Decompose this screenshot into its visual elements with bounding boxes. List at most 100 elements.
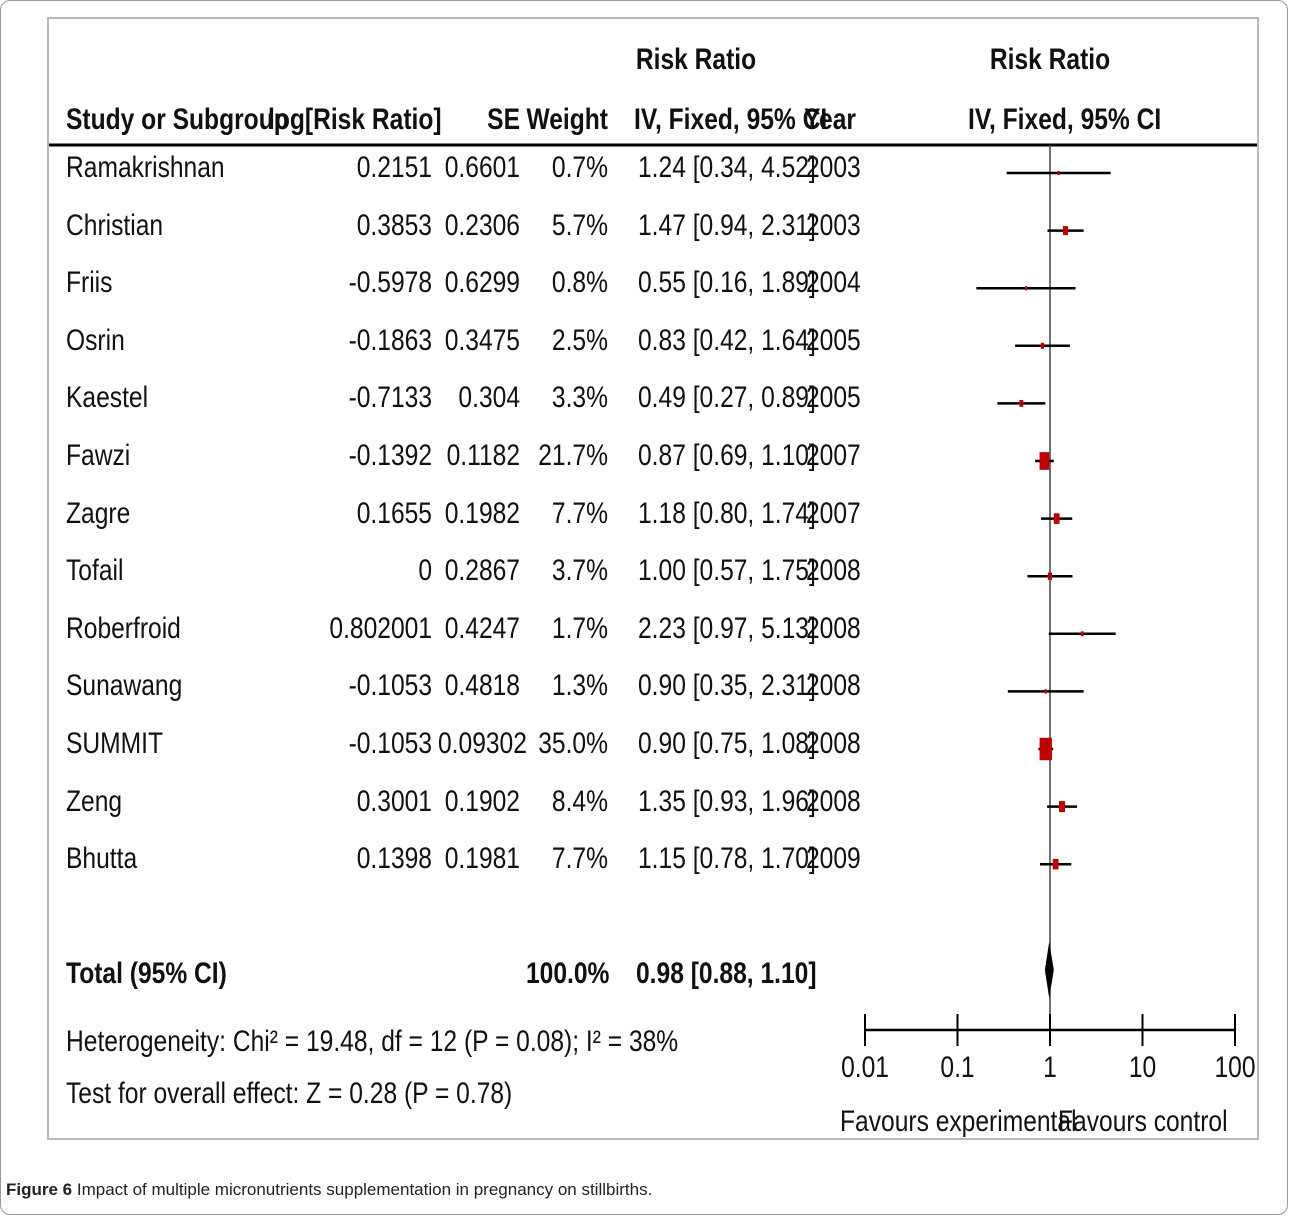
row-weight: 35.0% — [538, 727, 608, 760]
row-ci: 0.55 [0.16, 1.89] — [638, 266, 816, 300]
study-marker — [1047, 572, 1053, 580]
row-ci: 0.83 [0.42, 1.64] — [638, 323, 816, 357]
row-weight: 0.8% — [551, 266, 608, 300]
row-ci: 0.49 [0.27, 0.89] — [638, 381, 816, 415]
row-log-rr: 0.2151 — [356, 151, 432, 184]
study-marker — [1059, 801, 1066, 813]
favours-control-label: Favours control — [1058, 1105, 1228, 1138]
total-weight: 100.0% — [526, 957, 610, 990]
row-year: 2008 — [806, 669, 861, 703]
row-year: 2005 — [806, 381, 861, 415]
row-log-rr: 0.1398 — [356, 842, 432, 876]
row-weight: 5.7% — [551, 208, 608, 242]
row-study: Zeng — [66, 784, 123, 818]
row-study: Osrin — [66, 323, 125, 357]
row-se: 0.6601 — [444, 151, 520, 184]
row-log-rr: 0 — [418, 554, 432, 588]
x-tick-label: 1 — [1043, 1050, 1057, 1084]
row-ci: 1.15 [0.78, 1.70] — [638, 842, 816, 876]
row-year: 2007 — [806, 496, 861, 530]
row-study: Friis — [66, 266, 113, 300]
row-weight: 21.7% — [538, 439, 608, 472]
row-weight: 3.7% — [551, 554, 608, 588]
study-marker — [1040, 342, 1045, 349]
row-log-rr: -0.1053 — [348, 727, 432, 760]
study-marker — [1019, 399, 1024, 407]
study-marker — [1024, 286, 1028, 291]
row-se: 0.4247 — [444, 611, 520, 645]
row-study: Sunawang — [66, 669, 183, 703]
header-weight: Weight — [526, 103, 608, 136]
header-log-rr: log[Risk Ratio] — [268, 103, 442, 136]
heterogeneity-text: Heterogeneity: Chi² = 19.48, df = 12 (P … — [66, 1025, 679, 1058]
row-ci: 0.87 [0.69, 1.10] — [638, 439, 816, 472]
row-log-rr: 0.802001 — [329, 611, 432, 645]
row-weight: 1.3% — [551, 669, 608, 703]
caption-text: Impact of multiple micronutrients supple… — [76, 1180, 653, 1199]
row-year: 2008 — [806, 554, 861, 588]
study-marker — [1052, 858, 1059, 870]
study-marker — [1044, 689, 1047, 694]
row-study: Roberfroid — [66, 611, 181, 645]
row-weight: 3.3% — [551, 381, 608, 415]
study-marker — [1062, 226, 1068, 236]
row-ci: 1.35 [0.93, 1.96] — [638, 784, 816, 818]
row-weight: 0.7% — [551, 151, 608, 184]
row-log-rr: 0.3001 — [356, 784, 432, 818]
row-log-rr: -0.1392 — [348, 439, 432, 472]
row-study: Christian — [66, 208, 164, 242]
row-study: SUMMIT — [66, 727, 164, 760]
row-se: 0.1982 — [444, 496, 520, 530]
caption-label: Figure 6 — [6, 1180, 73, 1199]
row-year: 2007 — [806, 439, 861, 472]
row-weight: 7.7% — [551, 842, 608, 876]
row-year: 2008 — [806, 611, 861, 645]
row-se: 0.3475 — [444, 323, 520, 357]
row-year: 2008 — [806, 784, 861, 818]
row-ci: 1.18 [0.80, 1.74] — [638, 496, 816, 530]
row-se: 0.2867 — [444, 554, 520, 588]
row-log-rr: 0.1655 — [356, 496, 432, 530]
row-weight: 2.5% — [551, 323, 608, 357]
row-year: 2003 — [806, 208, 861, 242]
favours-experimental-label: Favours experimental — [840, 1105, 1077, 1138]
header-risk-ratio-right: Risk Ratio — [989, 43, 1111, 76]
row-ci: 0.90 [0.75, 1.08] — [638, 727, 816, 760]
row-ci: 0.90 [0.35, 2.31] — [638, 669, 816, 703]
row-study: Zagre — [66, 496, 131, 530]
study-marker — [1039, 452, 1050, 470]
row-study: Ramakrishnan — [66, 151, 225, 184]
row-log-rr: -0.1053 — [348, 669, 432, 703]
row-study: Tofail — [66, 554, 124, 588]
row-ci: 1.47 [0.94, 2.31] — [638, 208, 816, 242]
study-marker — [1080, 631, 1084, 637]
total-diamond — [1044, 942, 1054, 998]
row-log-rr: -0.7133 — [348, 381, 432, 415]
row-se: 0.1981 — [444, 842, 520, 876]
x-tick-label: 0.1 — [940, 1050, 974, 1084]
row-ci: 2.23 [0.97, 5.13] — [638, 611, 816, 645]
row-se: 0.4818 — [444, 669, 520, 703]
row-weight: 8.4% — [551, 784, 608, 818]
header-risk-ratio-left: Risk Ratio — [635, 43, 757, 76]
study-marker — [1053, 513, 1060, 524]
total-ci: 0.98 [0.88, 1.10] — [636, 957, 817, 990]
row-weight: 7.7% — [551, 496, 608, 530]
row-log-rr: -0.5978 — [348, 266, 432, 300]
header-plot-ci: IV, Fixed, 95% CI — [968, 103, 1162, 136]
total-label: Total (95% CI) — [66, 957, 227, 990]
figure-caption: Figure 6 Impact of multiple micronutrien… — [6, 1180, 652, 1200]
header-study: Study or Subgroup — [66, 103, 289, 136]
row-se: 0.304 — [458, 381, 520, 415]
row-ci: 1.24 [0.34, 4.52] — [638, 151, 816, 184]
header-ci: IV, Fixed, 95% CI — [634, 103, 828, 136]
row-year: 2005 — [806, 323, 861, 357]
header-se: SE — [487, 103, 520, 136]
row-se: 0.1182 — [446, 439, 520, 472]
row-ci: 1.00 [0.57, 1.75] — [638, 554, 816, 588]
study-marker — [1057, 171, 1060, 175]
x-tick-label: 0.01 — [841, 1050, 889, 1084]
row-year: 2003 — [806, 151, 861, 184]
